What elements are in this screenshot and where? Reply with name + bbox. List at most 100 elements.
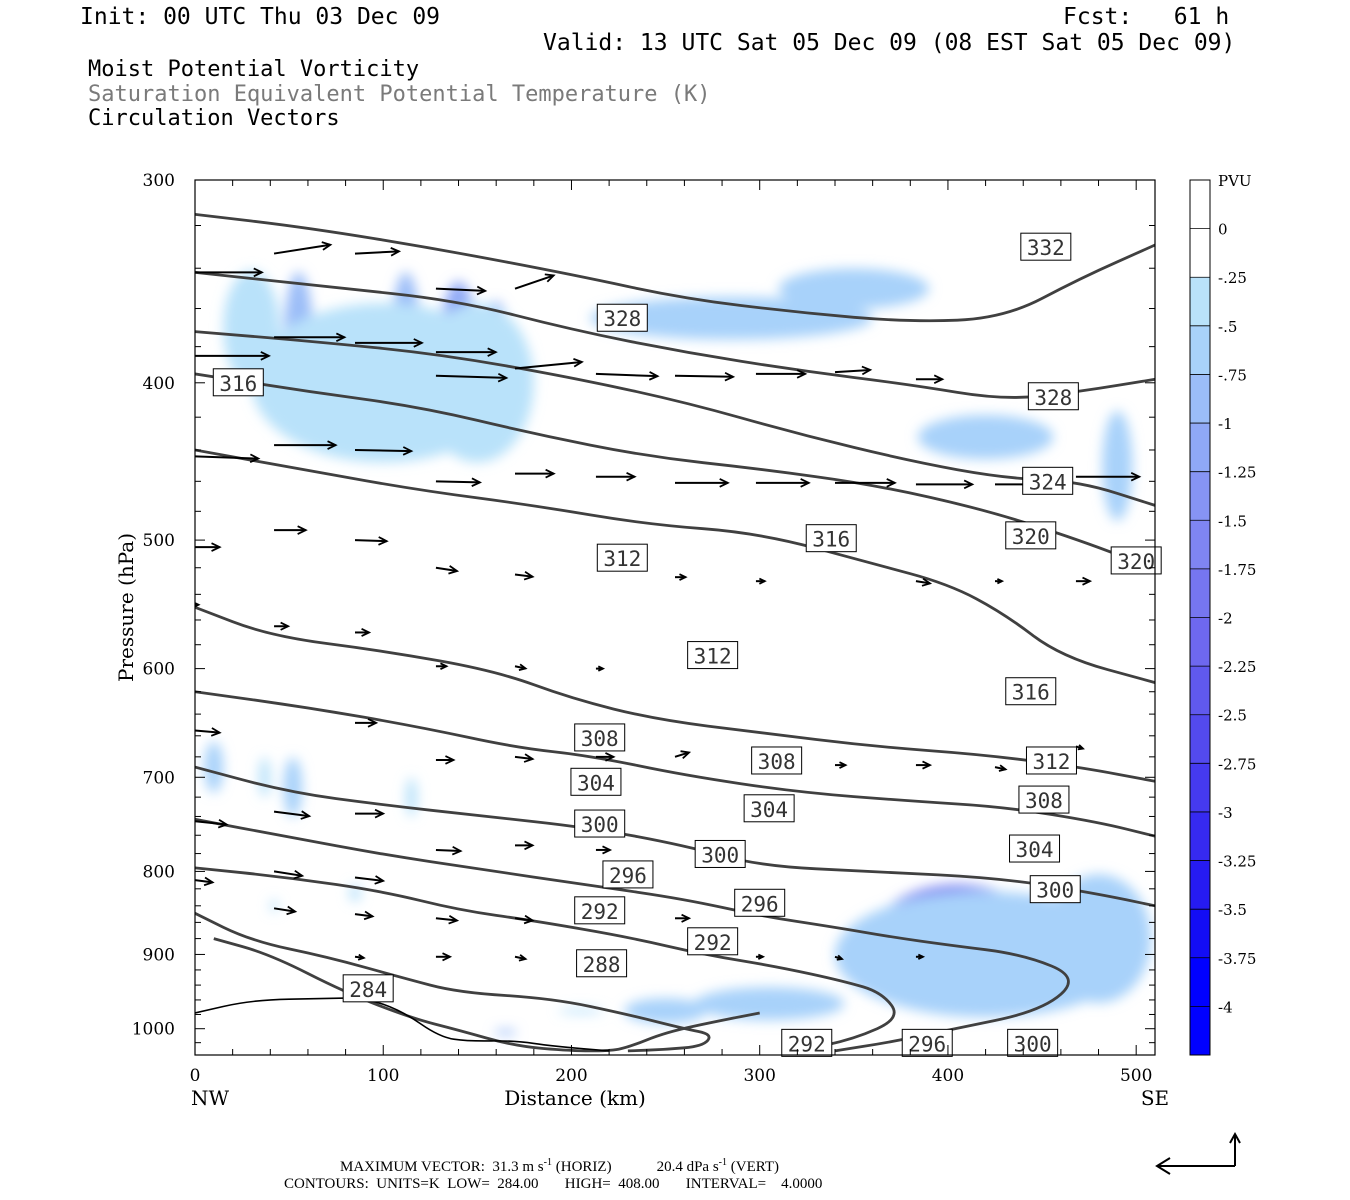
pv-region xyxy=(223,270,280,386)
contour-label: 312 xyxy=(687,641,739,670)
contour-label-text: 304 xyxy=(577,771,615,795)
contour-label-text: 308 xyxy=(581,727,619,751)
contour-label-text: 304 xyxy=(750,798,788,822)
contour-label: 320 xyxy=(1005,521,1057,550)
contour-label: 308 xyxy=(751,746,803,775)
y-tick-label: 600 xyxy=(143,660,175,680)
vector-head xyxy=(253,267,264,278)
vector-head xyxy=(996,578,1005,585)
init-time: Init: 00 UTC Thu 03 Dec 09 xyxy=(80,4,441,30)
x-axis-label: Distance (km) xyxy=(504,1086,646,1110)
pv-region xyxy=(420,303,534,463)
vector-arrow xyxy=(435,952,453,962)
theta-contours xyxy=(195,213,1155,1053)
contour-320 xyxy=(195,372,1155,571)
vector-arrow xyxy=(755,953,766,960)
contour-label-box xyxy=(687,641,739,670)
vector-head xyxy=(573,358,584,368)
vector-shaft xyxy=(354,876,384,882)
vert-value: 20.4 dPa s xyxy=(656,1159,719,1175)
contour-label: 308 xyxy=(574,723,626,752)
vector-head xyxy=(839,761,848,769)
pv-region xyxy=(259,757,271,798)
vector-head xyxy=(544,273,556,283)
contour-316 xyxy=(195,448,1155,684)
y-axis-label: Pressure (hPa) xyxy=(114,533,138,682)
vector-arrow xyxy=(515,840,535,851)
vector-arrow xyxy=(1075,576,1093,586)
vector-arrow xyxy=(514,914,535,925)
vector-head xyxy=(321,241,333,251)
contour-label: 300 xyxy=(574,809,626,838)
contour-label-text: 292 xyxy=(694,931,732,955)
vector-head xyxy=(757,953,766,960)
vector-shaft xyxy=(595,372,658,378)
vector-arrow xyxy=(273,241,333,255)
y-tick-label: 900 xyxy=(143,945,175,965)
contour-label-text: 312 xyxy=(694,645,732,669)
contour-292 xyxy=(195,912,711,1053)
colorbar-label: -2.75 xyxy=(1218,755,1256,773)
vector-arrow xyxy=(195,876,215,887)
contour-label: 308 xyxy=(1018,785,1070,814)
vector-head xyxy=(327,440,338,450)
colorbar-segment xyxy=(1190,374,1210,424)
colorbar-segment xyxy=(1190,714,1210,764)
y-tick-label: 400 xyxy=(143,374,175,394)
vector-arrow xyxy=(834,365,873,376)
axes: 0 100 200 300 400 500 300 400 500 600 700 800 900 100… xyxy=(114,171,1169,1110)
vector-arrow xyxy=(595,665,606,672)
vector-shaft xyxy=(435,374,507,379)
contour-label-box xyxy=(1005,677,1057,706)
vector-head xyxy=(374,808,386,819)
vector-shaft xyxy=(195,729,220,734)
contour-label-box xyxy=(212,368,264,397)
contour-label-box xyxy=(1029,875,1081,904)
colorbar-segment xyxy=(1190,423,1210,473)
vector-head xyxy=(518,663,528,671)
colorbar-label: -.5 xyxy=(1218,318,1237,336)
vector-arrow xyxy=(435,914,460,925)
vector-head xyxy=(800,478,811,488)
colorbar-segment xyxy=(1190,811,1210,862)
contour-308 xyxy=(195,690,1155,838)
contour-label-box xyxy=(602,860,654,889)
colorbar-segment xyxy=(1190,228,1210,278)
vector-head xyxy=(448,565,460,575)
colorbar-label: -.25 xyxy=(1218,269,1247,287)
contour-328 xyxy=(195,271,1155,399)
contour-label-box xyxy=(1022,466,1074,495)
x-tick-label: 200 xyxy=(555,1066,587,1086)
contour-label: 316 xyxy=(805,524,857,553)
x-tick-label: 500 xyxy=(1120,1066,1152,1086)
contour-label-box xyxy=(781,1028,833,1057)
contour-info: CONTOURS: UNITS=K LOW= 284.00 HIGH= 408.… xyxy=(284,1176,823,1192)
pv-region xyxy=(917,415,1054,460)
vector-head xyxy=(442,952,453,962)
colorbar-segment xyxy=(1190,325,1210,375)
pv-region xyxy=(590,296,873,340)
vector-head xyxy=(680,750,692,760)
vector-head xyxy=(1130,471,1142,482)
vector-arrow xyxy=(435,285,488,296)
vector-head xyxy=(836,954,845,961)
contour-label-text: 328 xyxy=(1034,386,1072,410)
vector-arrow xyxy=(273,869,305,880)
vector-head xyxy=(286,905,298,916)
vector-head xyxy=(922,760,933,770)
vector-head xyxy=(605,752,616,762)
pv-region xyxy=(1045,874,1152,1003)
pv-region xyxy=(405,777,418,817)
contour-label-text: 292 xyxy=(581,900,619,924)
vector-arrow xyxy=(273,810,312,820)
contour-labels: 332 328 328 316 324 320 320 316 312 312 316 308 308 3… xyxy=(212,232,1162,1057)
vector-arrow xyxy=(355,718,379,728)
vector-head xyxy=(545,468,556,479)
x-tick-label: 400 xyxy=(932,1066,964,1086)
colorbar-segment xyxy=(1190,957,1210,1007)
vector-arrow xyxy=(195,727,222,737)
valid-time: Valid: 13 UTC Sat 05 Dec 09 (08 EST Sat … xyxy=(543,30,1236,56)
vector-head xyxy=(440,662,449,671)
reference-vector-icon xyxy=(1155,1131,1241,1175)
vector-shaft xyxy=(195,879,213,884)
